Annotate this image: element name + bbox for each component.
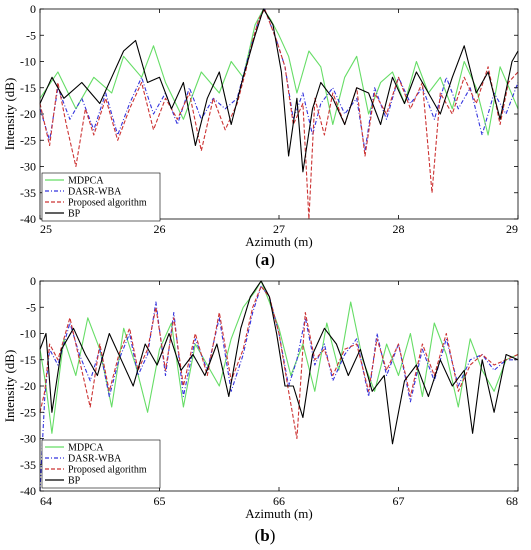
y-tick-label: -35	[20, 186, 36, 200]
panel-b-caption-close: )	[270, 526, 276, 545]
y-tick-label: -15	[20, 353, 36, 367]
y-tick-label: -15	[20, 81, 36, 95]
series-line-dasr-wba	[39, 285, 518, 492]
y-tick-label: -20	[20, 107, 36, 121]
panel-b-caption-letter: b	[260, 526, 269, 545]
y-tick-label: -40	[20, 212, 36, 226]
legend-entry-label: DASR-WBA	[68, 187, 122, 198]
y-tick-label: -30	[20, 432, 36, 446]
x-tick-label: 29	[506, 222, 518, 236]
series-line-mdpca	[39, 8, 519, 136]
x-tick-label: 28	[393, 222, 405, 236]
x-tick-label: 26	[154, 222, 166, 236]
panel-a-caption-open: (	[255, 250, 261, 269]
y-tick-label: -30	[20, 160, 36, 174]
x-tick-label: 25	[40, 222, 52, 236]
series-line-mdpca	[39, 280, 519, 434]
y-tick-label: -10	[20, 327, 36, 341]
y-tick-label: -5	[26, 300, 36, 314]
x-tick-label: 66	[273, 494, 285, 508]
series-line-bp	[39, 8, 519, 173]
x-tick-label: 27	[273, 222, 285, 236]
panel-a-caption: (a)	[255, 250, 275, 269]
panel-a: 25 26 27 28 29 0 -5 -10 -15 -20 -25 -30 -35 -40 Azimut…	[2, 2, 519, 249]
panel-b-caption: (b)	[255, 526, 276, 545]
y-tick-label: -35	[20, 458, 36, 472]
x-axis-label: Azimuth (m)	[245, 234, 313, 249]
legend-entry-label: BP	[68, 209, 81, 220]
series-line-proposed-algorithm	[39, 285, 519, 440]
y-tick-label: -10	[20, 55, 36, 69]
panel-a-caption-close: )	[269, 250, 275, 269]
y-tick-label: -25	[20, 405, 36, 419]
y-tick-label: 0	[30, 274, 36, 288]
series-line-proposed-algorithm	[39, 8, 519, 220]
x-tick-label: 64	[40, 494, 52, 508]
x-axis-label: Azimuth (m)	[245, 506, 313, 521]
y-tick-label: -40	[20, 484, 36, 498]
panel-a-caption-letter: a	[261, 250, 270, 269]
legend-entry-label: MDPCA	[68, 443, 104, 454]
x-tick-label: 68	[506, 494, 518, 508]
y-tick-label: -5	[26, 28, 36, 42]
legend-entry-label: BP	[68, 476, 81, 487]
panel-b: 64 65 66 67 68 0 -5 -10 -15 -20 -25 -30 -35 -40 Azimut…	[2, 274, 519, 521]
x-tick-label: 65	[154, 494, 166, 508]
y-axis-label: Intensity (dB)	[2, 78, 17, 151]
legend-entry-label: DASR-WBA	[68, 454, 122, 465]
x-tick-label: 67	[393, 494, 405, 508]
legend-entry-label: Proposed algorithm	[68, 198, 147, 209]
panel-b-caption-open: (	[255, 526, 261, 545]
legend-entry-label: MDPCA	[68, 176, 104, 187]
legend-entry-label: Proposed algorithm	[68, 465, 147, 476]
y-tick-label: 0	[30, 2, 36, 16]
y-tick-label: -25	[20, 133, 36, 147]
y-axis-label: Intensity (dB)	[2, 350, 17, 423]
y-tick-label: -20	[20, 379, 36, 393]
series-line-bp	[39, 280, 519, 445]
